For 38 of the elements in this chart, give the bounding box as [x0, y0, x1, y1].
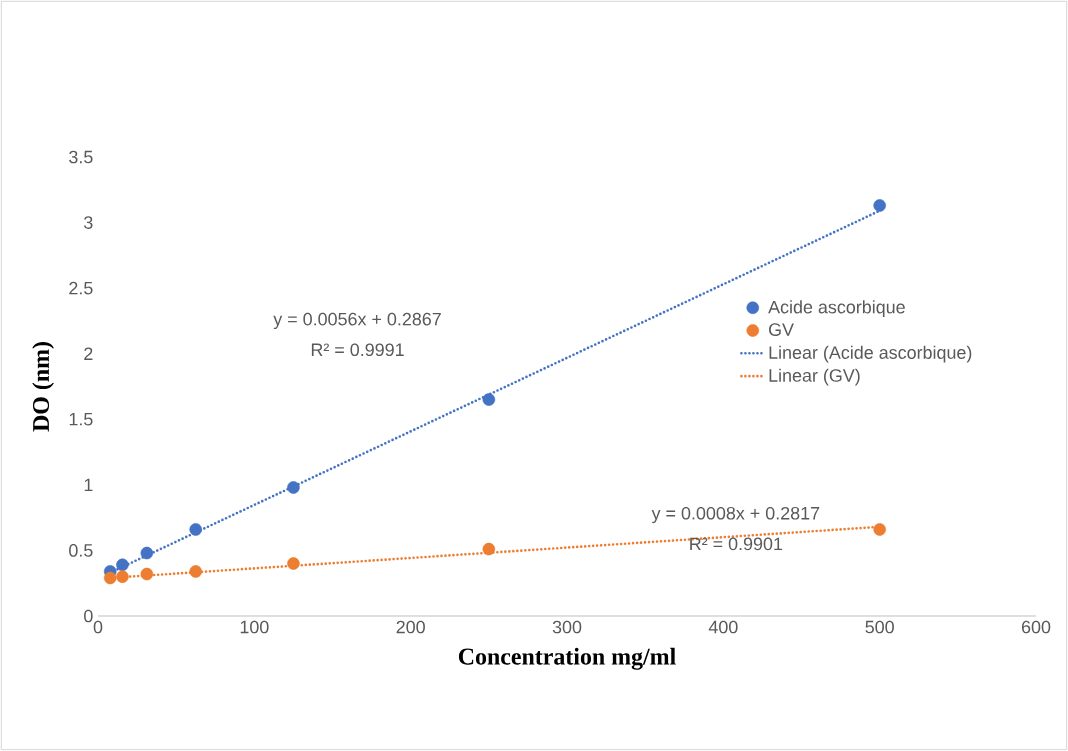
- point: [482, 393, 496, 406]
- point: [140, 567, 154, 581]
- legend-label: Linear (GV): [769, 368, 860, 386]
- x-tick-label: 300: [552, 620, 582, 634]
- y-tick-label: 2: [84, 347, 93, 360]
- point: [482, 542, 496, 556]
- legend-label: GV: [768, 323, 794, 336]
- x-tick-label: 0: [93, 620, 103, 634]
- annotation: R² = 0.9991: [311, 343, 404, 357]
- annotation: R² = 0.9901: [690, 537, 783, 551]
- point: [873, 523, 886, 536]
- x-tick-label: 200: [396, 620, 425, 634]
- point: [140, 546, 154, 560]
- y-tick-label: 0.5: [69, 544, 93, 557]
- point: [116, 570, 129, 583]
- point: [287, 557, 300, 570]
- y-axis-title: DO (nm): [32, 342, 54, 432]
- legend-label: Linear (Acide ascorbique): [769, 345, 972, 363]
- y-tick-label: 1: [84, 478, 93, 492]
- x-tick-label: 100: [240, 620, 269, 634]
- point: [287, 481, 300, 494]
- x-tick-label: 600: [1021, 620, 1051, 634]
- y-tick-label: 3: [84, 216, 93, 229]
- y-tick-label: 0: [84, 609, 93, 623]
- annotation: y = 0.0056x + 0.2867: [273, 312, 441, 330]
- x-tick-label: 500: [865, 620, 894, 634]
- x-tick-label: 400: [708, 620, 738, 634]
- x-axis-title: Concentration mg/ml: [458, 647, 676, 670]
- point: [116, 558, 129, 572]
- point: [103, 571, 117, 585]
- point: [873, 199, 886, 212]
- y-tick-label: 3.5: [69, 150, 93, 164]
- y-tick-label: 2.5: [69, 281, 93, 295]
- point: [189, 523, 202, 536]
- legend-label: Acide ascorbique: [768, 300, 905, 317]
- point: [189, 565, 202, 578]
- y-tick-label: 1.5: [69, 413, 93, 426]
- annotation: y = 0.0008x + 0.2817: [651, 506, 820, 524]
